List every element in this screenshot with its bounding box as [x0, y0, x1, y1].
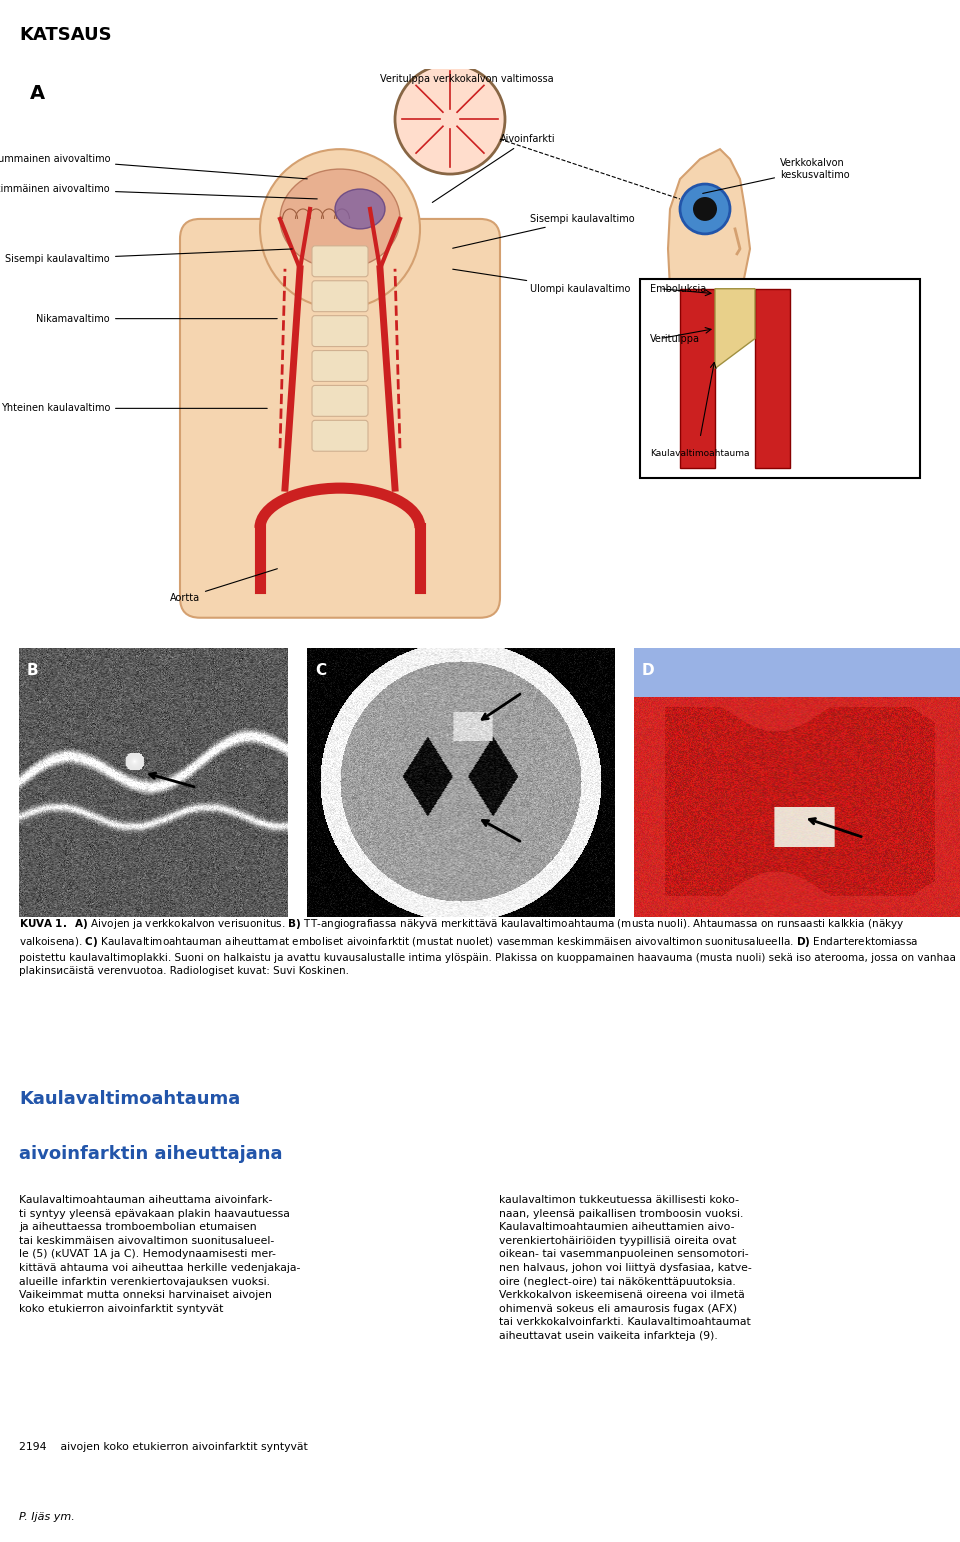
Text: A: A: [30, 85, 45, 103]
Text: D: D: [641, 663, 654, 677]
Text: aivoinfarktin aiheuttajana: aivoinfarktin aiheuttajana: [19, 1146, 282, 1163]
FancyBboxPatch shape: [755, 288, 790, 469]
Text: Keskimmäinen aivovaltimo: Keskimmäinen aivovaltimo: [0, 183, 317, 199]
Circle shape: [260, 150, 420, 308]
Text: Aivoinfarkti: Aivoinfarkti: [432, 134, 556, 202]
Text: Veritulppa verkkokalvon valtimossa: Veritulppa verkkokalvon valtimossa: [380, 74, 554, 85]
Text: Etummainen aivovaltimo: Etummainen aivovaltimo: [0, 154, 307, 179]
Circle shape: [693, 197, 717, 221]
Text: Kaulavaltimoahtauma: Kaulavaltimoahtauma: [650, 449, 750, 458]
FancyBboxPatch shape: [180, 219, 500, 618]
FancyBboxPatch shape: [312, 245, 368, 276]
Text: Kaulavaltimoahtauman aiheuttama aivoinfark-
ti syntyy yleensä epävakaan plakin h: Kaulavaltimoahtauman aiheuttama aivoinfa…: [19, 1195, 300, 1314]
Circle shape: [395, 65, 505, 174]
Polygon shape: [668, 150, 750, 369]
Text: Aortta: Aortta: [170, 569, 277, 603]
FancyBboxPatch shape: [640, 279, 920, 478]
FancyBboxPatch shape: [312, 386, 368, 416]
FancyBboxPatch shape: [312, 316, 368, 347]
Text: Sisempi kaulavaltimo: Sisempi kaulavaltimo: [6, 248, 292, 264]
Circle shape: [680, 183, 730, 234]
FancyBboxPatch shape: [312, 350, 368, 381]
Text: Kaulavaltimoahtauma: Kaulavaltimoahtauma: [19, 1090, 240, 1107]
Text: P. Ijäs ym.: P. Ijäs ym.: [19, 1511, 75, 1522]
Text: Emboluksia: Emboluksia: [650, 284, 707, 293]
Text: C: C: [315, 663, 326, 677]
Text: Veritulppa: Veritulppa: [650, 333, 700, 344]
Text: KATSAUS: KATSAUS: [19, 26, 111, 43]
Ellipse shape: [335, 190, 385, 228]
Text: Sisempi kaulavaltimo: Sisempi kaulavaltimo: [453, 214, 635, 248]
Text: Verkkokalvon
keskusvaltimo: Verkkokalvon keskusvaltimo: [703, 159, 850, 193]
Text: Ulompi kaulavaltimo: Ulompi kaulavaltimo: [453, 270, 631, 293]
FancyBboxPatch shape: [312, 281, 368, 311]
Text: B: B: [27, 663, 38, 677]
Ellipse shape: [280, 170, 400, 268]
Polygon shape: [715, 288, 755, 369]
FancyBboxPatch shape: [312, 421, 368, 452]
Text: $\bf{KUVA\ 1.}$  $\bf{A)}$ Aivojen ja verkkokalvon verisuonitus. $\bf{B)}$ TT-an: $\bf{KUVA\ 1.}$ $\bf{A)}$ Aivojen ja ver…: [19, 917, 956, 976]
Text: Yhteinen kaulavaltimo: Yhteinen kaulavaltimo: [1, 404, 267, 413]
Text: Nikamavaltimo: Nikamavaltimo: [36, 313, 277, 324]
Text: kaulavaltimon tukkeutuessa äkillisesti koko-
naan, yleensä paikallisen tromboosi: kaulavaltimon tukkeutuessa äkillisesti k…: [499, 1195, 752, 1342]
FancyBboxPatch shape: [680, 288, 715, 469]
Text: 2194    aivojen koko etukierron aivoinfarktit syntyvät: 2194 aivojen koko etukierron aivoinfarkt…: [19, 1442, 308, 1453]
